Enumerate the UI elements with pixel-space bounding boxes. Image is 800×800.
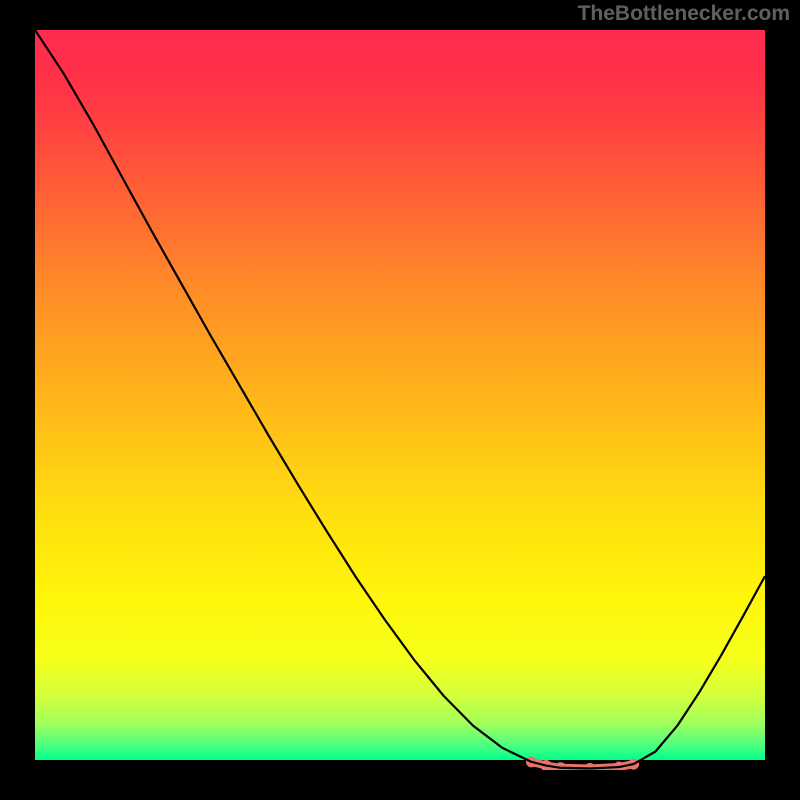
plot-area bbox=[35, 30, 765, 770]
bottleneck-curve bbox=[35, 30, 765, 769]
curve-layer bbox=[35, 30, 765, 770]
watermark-text: TheBottlenecker.com bbox=[578, 2, 790, 26]
chart-container: TheBottlenecker.com bbox=[0, 0, 800, 800]
